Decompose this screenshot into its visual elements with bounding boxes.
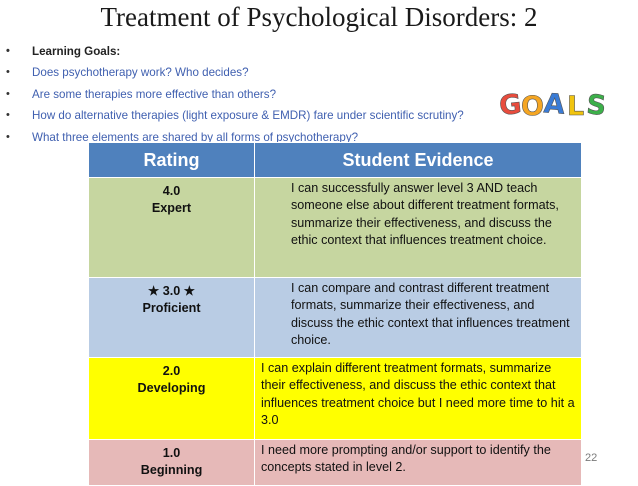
svg-text:A: A [543, 88, 566, 120]
rating-cell: 1.0 Beginning [88, 439, 255, 486]
bullet-icon: • [6, 109, 10, 122]
evidence-cell: I can explain different treatment format… [254, 357, 582, 440]
goal-question-text: Are some therapies more effective than o… [32, 87, 277, 101]
goal-question-text: Does psychotherapy work? Who decides? [32, 66, 249, 80]
rating-level: Proficient [142, 301, 201, 316]
rubric-header-row: Rating Student Evidence [88, 142, 582, 178]
rating-score: 1.0 [162, 446, 181, 460]
goal-question: • Does psychotherapy work? Who decides? [6, 62, 464, 83]
rubric-row-developing: 2.0 Developing I can explain different t… [88, 357, 582, 440]
learning-goals-heading: • Learning Goals: [6, 41, 464, 62]
rating-score: 3.0 [162, 284, 181, 298]
rating-level: Developing [137, 381, 206, 396]
star-icon: ★ [147, 284, 160, 298]
learning-goals-list: • Learning Goals: • Does psychotherapy w… [6, 41, 464, 148]
bullet-icon: • [6, 45, 10, 57]
goal-question: • What three elements are shared by all … [6, 127, 464, 148]
bullet-icon: • [6, 87, 10, 100]
rating-level: Expert [151, 201, 192, 216]
rubric-row-expert: 4.0 Expert I can successfully answer lev… [88, 177, 582, 278]
rating-score: 4.0 [162, 184, 181, 198]
rubric-table: Rating Student Evidence 4.0 Expert I can… [88, 142, 582, 486]
page-number: 22 [585, 452, 598, 464]
goals-logo-icon: G O A L S [498, 88, 608, 122]
slide-title: Treatment of Psychological Disorders: 2 [100, 2, 538, 32]
evidence-column-header: Student Evidence [254, 142, 582, 178]
rubric-row-beginning: 1.0 Beginning I need more prompting and/… [88, 439, 582, 486]
bullet-icon: • [6, 66, 10, 79]
learning-goals-heading-text: Learning Goals: [32, 45, 121, 58]
rating-level: Beginning [140, 463, 203, 478]
star-icon: ★ [183, 284, 196, 298]
rating-score: 2.0 [162, 364, 181, 378]
svg-text:S: S [585, 89, 608, 122]
goal-question: • Are some therapies more effective than… [6, 84, 464, 105]
rating-cell: ★ 3.0 ★ Proficient [88, 277, 255, 358]
rating-cell: 4.0 Expert [88, 177, 255, 278]
evidence-cell: I need more prompting and/or support to … [254, 439, 582, 486]
goal-question: • How do alternative therapies (light ex… [6, 105, 464, 126]
evidence-cell: I can successfully answer level 3 AND te… [254, 177, 582, 278]
rating-column-header: Rating [88, 142, 255, 178]
evidence-cell: I can compare and contrast different tre… [254, 277, 582, 358]
goal-question-text: What three elements are shared by all fo… [32, 130, 359, 144]
bullet-icon: • [6, 130, 10, 143]
goal-question-text: How do alternative therapies (light expo… [32, 109, 464, 123]
rating-cell: 2.0 Developing [88, 357, 255, 440]
svg-text:G: G [498, 89, 523, 122]
svg-text:L: L [567, 91, 584, 122]
svg-text:O: O [521, 91, 544, 122]
rubric-row-proficient: ★ 3.0 ★ Proficient I can compare and con… [88, 277, 582, 358]
